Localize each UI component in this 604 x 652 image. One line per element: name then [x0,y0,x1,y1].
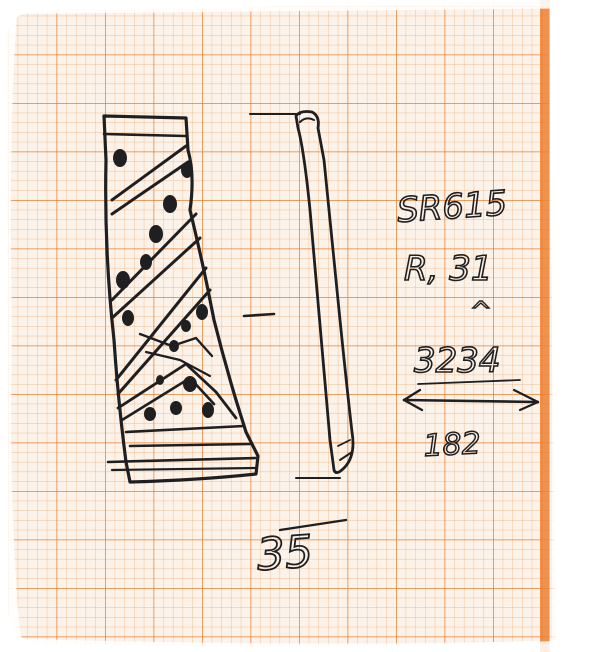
dimension-label: 35 [255,526,314,581]
left-arrow [402,398,540,404]
dimension-line [278,518,348,532]
number-bottom-label: 182 [423,426,482,464]
caret-mark: ^ [470,297,492,327]
site-code-label: SR615 [396,183,509,231]
sherd-dots [113,149,214,421]
number-top-label: 3234 [414,341,501,381]
annotations: SR615 R, 31 ^ 3234 182 35 [254,183,509,582]
sherd-front-view [102,114,260,484]
center-dash [242,312,276,318]
sherd-profile-view [242,110,355,479]
annotation-strokes [278,379,540,532]
reference-label: R, 31 [404,249,493,289]
